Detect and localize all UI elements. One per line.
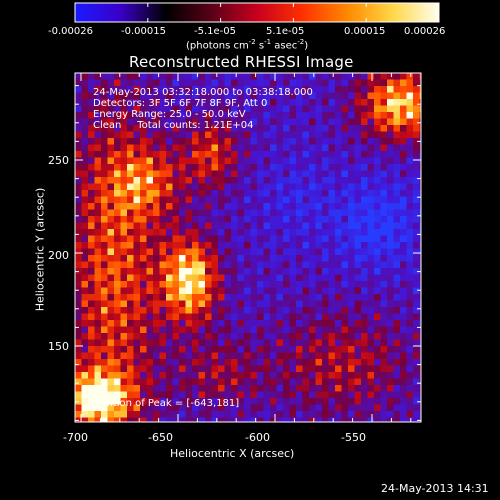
y-tick-label: 150 <box>48 340 69 353</box>
y-tick-label: 250 <box>48 154 69 167</box>
colorbar-tick-label: -0.00015 <box>121 26 166 37</box>
x-tick-label: -550 <box>341 431 366 444</box>
colorbar-tick-label: 0.00015 <box>344 26 386 37</box>
colorbar-tick-label: -0.00026 <box>48 26 93 37</box>
x-tick-label: -600 <box>245 431 270 444</box>
peak-position-label: Position of Peak = [-643,181] <box>93 398 240 409</box>
y-axis-label: Heliocentric Y (arcsec) <box>33 187 47 312</box>
colorbar-ticks <box>74 3 440 22</box>
y-tick-label: 200 <box>48 249 69 262</box>
info-line: Energy Range: 25.0 - 50.0 keV <box>93 109 246 120</box>
info-line: Detectors: 3F 5F 6F 7F 8F 9F, Att 0 <box>93 98 268 109</box>
colorbar-tick-label: 0.00026 <box>404 26 446 37</box>
heatmap-image <box>75 73 421 422</box>
info-line: Clean Total counts: 1.21E+04 <box>93 120 254 131</box>
colorbar-tick-label: -5.1e-05 <box>194 26 236 37</box>
colorbar <box>74 2 440 23</box>
info-line: 24-May-2013 03:32:18.000 to 03:38:18.000 <box>93 87 313 98</box>
plot-title: Reconstructed RHESSI Image <box>129 53 354 71</box>
generation-timestamp: 24-May-2013 14:31 <box>381 482 489 495</box>
colorbar-tick-label: 5.1e-05 <box>266 26 305 37</box>
x-tick-label: -650 <box>148 431 173 444</box>
x-axis-label: Heliocentric X (arcsec) <box>170 447 295 460</box>
info-panel: 24-May-2013 03:32:18.000 to 03:38:18.000… <box>93 87 313 131</box>
colorbar-units: (photons cm-2 s-1 asec-2) <box>186 38 309 52</box>
plot-frame <box>74 72 422 423</box>
x-tick-label: -700 <box>63 431 88 444</box>
axis-ticks <box>75 73 421 422</box>
